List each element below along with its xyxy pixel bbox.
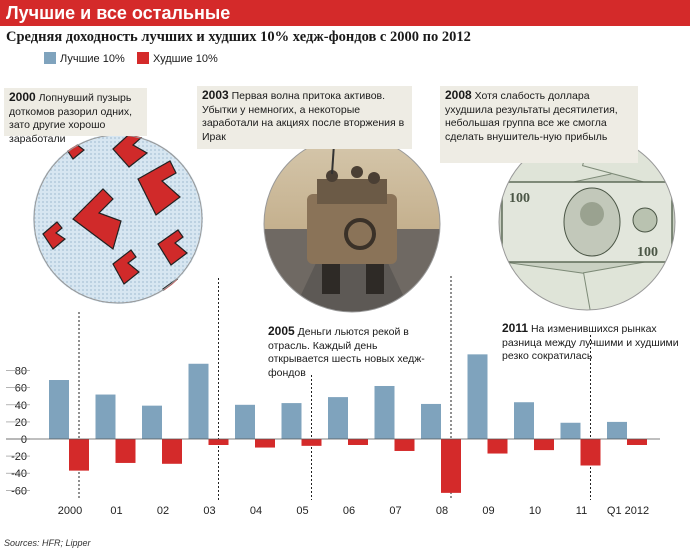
bar-best <box>235 404 255 439</box>
bar-worst <box>69 439 89 471</box>
bar-worst <box>534 439 554 451</box>
x-tick-label: 05 <box>296 505 308 517</box>
annotation-2011: 2011 На изменившихся рынках разница межд… <box>502 321 682 364</box>
bar-worst <box>487 439 508 454</box>
y-tick-label: 20 <box>15 417 27 429</box>
bar-best <box>49 380 69 439</box>
bar-worst <box>301 439 322 446</box>
annotation-2008: 2008 Хотя слабость доллара ухудшила резу… <box>440 86 638 163</box>
bar-best <box>421 403 441 439</box>
bar-best <box>142 405 162 439</box>
x-tick-label: 11 <box>576 505 587 517</box>
y-tick-label: 40 <box>15 400 27 412</box>
bar-worst <box>255 439 275 448</box>
bar-best <box>560 422 581 439</box>
bar-best <box>467 354 488 439</box>
x-tick-label: 2000 <box>58 505 82 517</box>
annotation-2011-year: 2011 <box>502 321 529 335</box>
x-tick-label: 03 <box>203 505 215 517</box>
annotation-2008-year: 2008 <box>445 88 472 102</box>
falling-arrows-illustration <box>33 134 203 304</box>
x-tick-label: Q1 2012 <box>607 505 649 517</box>
legend-item-best: Лучшие 10% <box>44 52 125 65</box>
bar-best <box>607 421 627 439</box>
sources-note: Sources: HFR; Lipper <box>4 538 91 548</box>
bar-worst <box>162 439 182 464</box>
military-vehicle-photo <box>263 135 441 313</box>
x-tick-label: 06 <box>343 505 355 517</box>
x-tick-label: 07 <box>389 505 401 517</box>
annotation-2005-year: 2005 <box>268 324 295 338</box>
x-tick-label: 01 <box>110 505 122 517</box>
annotation-2000-text: Лопнувший пузырь доткомов разорил одних,… <box>9 92 133 145</box>
y-tick-label: -60 <box>11 485 27 497</box>
y-tick-label: 0 <box>21 434 27 446</box>
y-tick-label: -40 <box>11 468 27 480</box>
legend-label-best: Лучшие 10% <box>60 53 125 65</box>
bar-worst <box>441 439 461 493</box>
bar-worst <box>115 439 136 463</box>
bar-best <box>281 403 302 439</box>
legend-swatch-best <box>44 52 56 64</box>
legend-item-worst: Худшие 10% <box>137 52 218 65</box>
bar-worst <box>627 439 647 445</box>
y-tick-label: -20 <box>11 451 27 463</box>
legend-swatch-worst <box>137 52 149 64</box>
x-tick-label: 10 <box>529 505 541 517</box>
page-title: Лучшие и все остальные <box>0 0 690 26</box>
x-tick-label: 04 <box>250 505 262 517</box>
chart-subtitle: Средняя доходность лучших и худших 10% х… <box>6 29 471 45</box>
annotation-2011-text: На изменившихся рынках разница между луч… <box>502 323 679 362</box>
bar-best <box>95 394 116 439</box>
svg-text:100: 100 <box>509 191 530 206</box>
annotation-2005-text: Деньги льются рекой в отрасль. Каждый де… <box>268 326 425 379</box>
bar-best <box>328 397 348 439</box>
x-tick-label: 09 <box>482 505 494 517</box>
y-tick-label: 60 <box>15 383 27 395</box>
annotation-2008-text: Хотя слабость доллара ухудшила результат… <box>445 90 618 143</box>
bar-worst <box>580 439 601 466</box>
bar-best <box>374 385 395 439</box>
y-tick-label: 80 <box>15 366 27 378</box>
annotation-2003: 2003 Первая волна притока активов. Убытк… <box>197 86 412 149</box>
bar-worst <box>394 439 415 451</box>
annotation-2000-year: 2000 <box>9 90 36 104</box>
bar-worst <box>348 439 368 445</box>
x-tick-label: 08 <box>436 505 448 517</box>
svg-text:100: 100 <box>637 245 658 260</box>
annotation-2003-year: 2003 <box>202 88 229 102</box>
dollar-bills-photo: 100 100 <box>498 133 676 311</box>
legend-label-worst: Худшие 10% <box>153 53 218 65</box>
bar-best <box>514 402 534 439</box>
annotation-2005: 2005 Деньги льются рекой в отрасль. Кажд… <box>268 324 433 380</box>
annotation-2003-text: Первая волна притока активов. Убытки у н… <box>202 90 405 143</box>
bar-worst <box>208 439 229 445</box>
bar-best <box>188 363 209 439</box>
x-tick-label: 02 <box>157 505 169 517</box>
annotation-2000: 2000 Лопнувший пузырь доткомов разорил о… <box>4 88 147 145</box>
